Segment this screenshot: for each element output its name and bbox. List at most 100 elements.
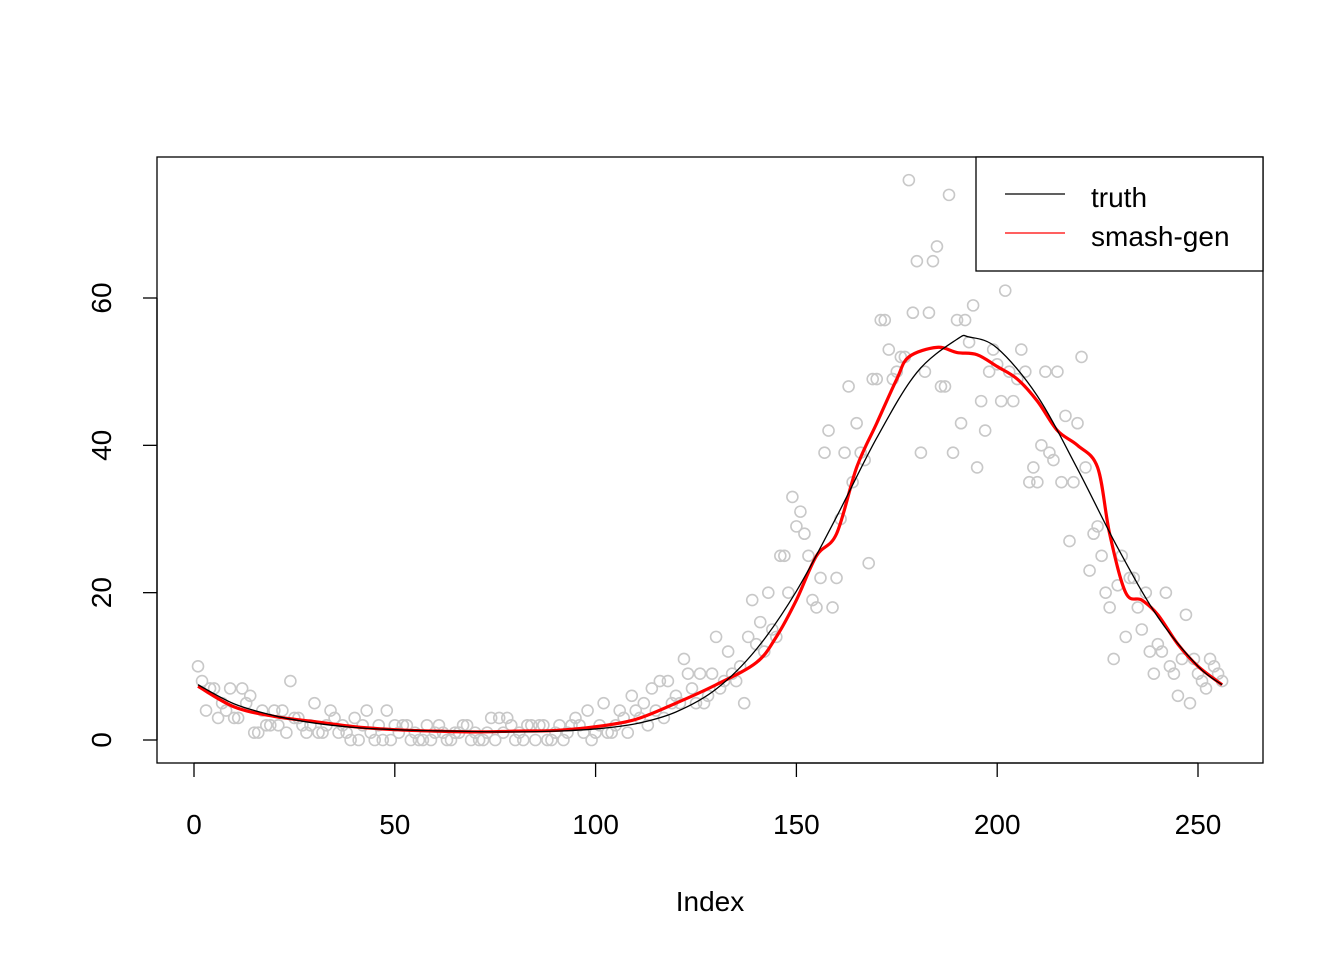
data-point [500,711,514,725]
data-point [954,416,968,430]
x-axis-label: Index [676,886,745,917]
data-point [1195,674,1209,688]
data-point [1151,637,1165,651]
data-point [223,682,237,695]
data-point [380,704,394,717]
data-point [709,630,723,644]
data-point [870,372,884,386]
data-point [1135,623,1149,636]
data-point [300,726,313,739]
data-point [464,733,478,747]
data-point [761,586,775,599]
x-tick-label: 250 [1175,809,1222,840]
data-point [231,711,245,725]
data-point [926,254,940,268]
data-point [444,733,458,747]
data-point [717,674,731,688]
data-point [1143,645,1157,658]
data-point [549,726,562,739]
series-lines [197,334,1224,734]
data-point [585,733,598,747]
legend: truth smash-gen [975,156,1264,272]
data-point [693,667,707,681]
data-point [573,718,586,732]
data-point [601,726,614,739]
data-point [376,733,390,747]
data-point [247,726,261,739]
data-point [938,380,952,393]
data-point [251,726,265,739]
data-point [830,571,843,585]
data-point [348,711,361,725]
data-point [1099,586,1112,599]
y-axis: 0 20 40 60 [86,282,158,748]
data-point [774,549,787,563]
data-point [810,601,823,614]
data-point [641,718,655,732]
data-point [681,667,695,681]
data-point [1107,652,1120,666]
data-point [1211,667,1225,681]
data-point [653,674,667,688]
data-point [721,645,735,658]
data-point [1175,652,1189,666]
data-point [1167,667,1181,681]
data-point [994,394,1008,408]
data-point [790,520,803,533]
data-point [529,733,542,747]
data-point [1087,527,1100,541]
data-point [488,733,502,747]
data-point [424,733,438,747]
data-point [1039,365,1052,378]
data-point [243,689,257,703]
data-point [838,446,851,460]
data-point [757,645,771,658]
data-point [1079,461,1092,474]
data-point [191,660,205,673]
data-point [894,350,908,364]
data-point [818,446,831,460]
data-point [1095,549,1108,563]
data-point [613,704,626,717]
x-tick-label: 0 [186,809,202,840]
data-point [1014,343,1028,356]
data-point [356,718,369,732]
data-point [1055,475,1068,489]
data-point [822,424,835,437]
data-point [998,284,1012,297]
data-point [942,188,956,202]
series-line-smash-gen [197,345,1224,734]
data-point [902,173,916,187]
data-point [360,704,373,717]
data-point [255,704,269,717]
data-point [1119,630,1133,644]
data-point [276,704,289,717]
data-point [794,505,807,518]
data-point [372,718,386,732]
data-point [227,711,241,725]
data-point [934,380,948,393]
data-point [557,733,570,747]
data-point [1171,689,1185,703]
data-point [352,733,365,747]
data-point [280,726,293,739]
data-point [264,718,277,732]
data-point [316,726,329,739]
data-point [1043,446,1056,460]
data-point [545,733,558,747]
data-point [978,424,992,437]
data-point [958,313,972,327]
data-point [910,254,924,268]
data-point [850,416,863,430]
data-point [1203,652,1217,666]
data-point [219,704,233,717]
data-point [272,718,285,732]
data-point [392,726,406,739]
data-point [324,704,337,717]
x-tick-label: 200 [974,809,1021,840]
data-point [1123,571,1137,585]
data-point [753,615,767,629]
data-point [1019,365,1032,378]
data-point [629,704,643,717]
data-point [1083,564,1096,577]
